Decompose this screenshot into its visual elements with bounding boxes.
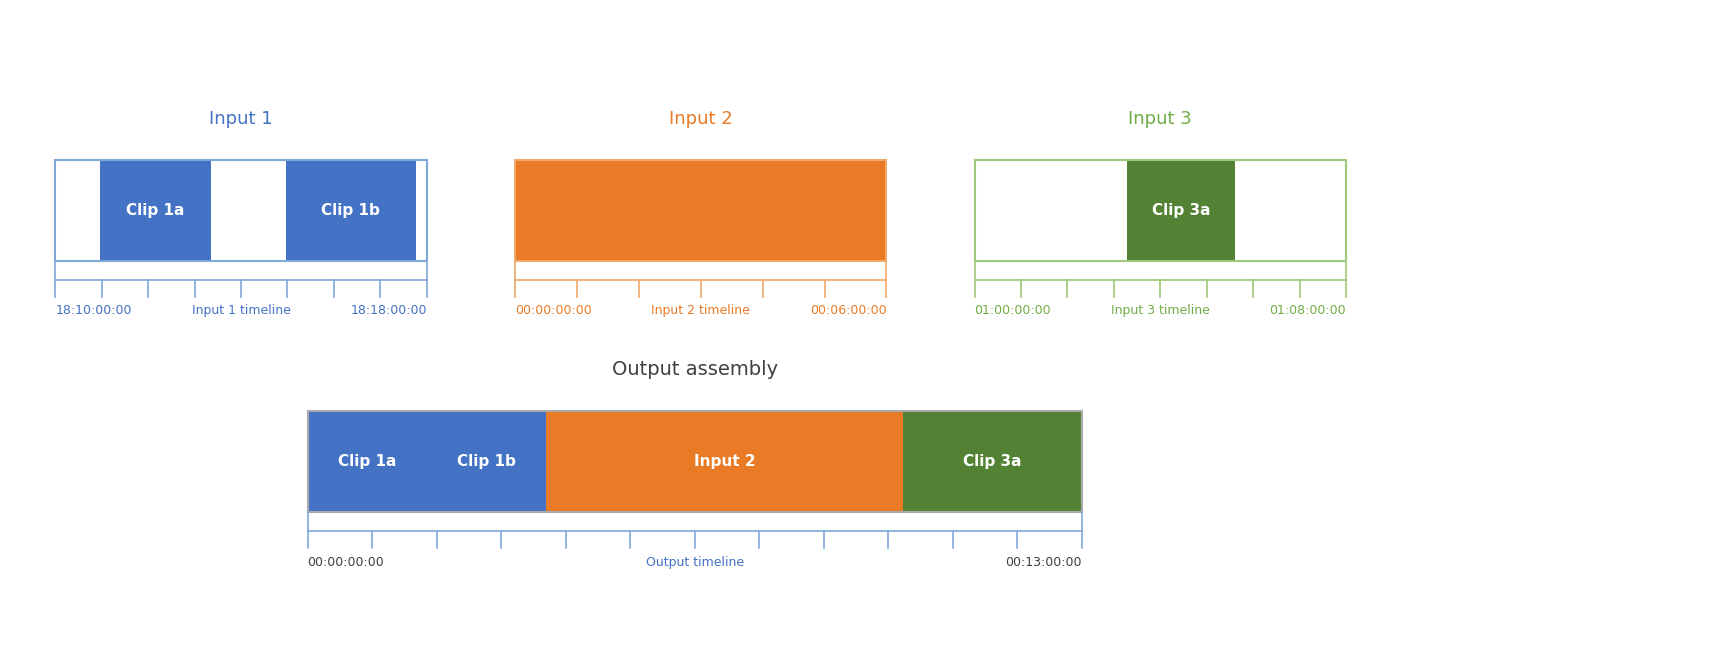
Text: Input 1: Input 1 <box>209 110 273 128</box>
Text: Clip 1a: Clip 1a <box>126 203 185 218</box>
Bar <box>515 160 886 261</box>
Bar <box>546 411 904 512</box>
Bar <box>100 160 211 261</box>
Text: Clip 3a: Clip 3a <box>1151 203 1210 218</box>
Text: Clip 1b: Clip 1b <box>321 203 380 218</box>
Text: Clip 3a: Clip 3a <box>962 454 1021 469</box>
Bar <box>308 411 427 512</box>
Text: Input 3 timeline: Input 3 timeline <box>1111 304 1210 318</box>
Text: Input 2 timeline: Input 2 timeline <box>651 304 750 318</box>
Bar <box>55 160 427 261</box>
Bar <box>515 160 886 261</box>
Text: Output assembly: Output assembly <box>612 361 778 379</box>
Text: Clip 1b: Clip 1b <box>456 454 517 469</box>
Text: Input 2: Input 2 <box>693 454 755 469</box>
Bar <box>308 411 1082 512</box>
Text: 00:06:00:00: 00:06:00:00 <box>810 304 886 318</box>
Text: 01:00:00:00: 01:00:00:00 <box>975 304 1051 318</box>
Text: 18:18:00:00: 18:18:00:00 <box>351 304 427 318</box>
Text: Input 2: Input 2 <box>669 110 733 128</box>
Bar <box>515 160 886 261</box>
Bar <box>55 160 427 261</box>
Bar <box>285 160 416 261</box>
Text: 00:00:00:00: 00:00:00:00 <box>515 304 591 318</box>
Text: 18:10:00:00: 18:10:00:00 <box>55 304 131 318</box>
Text: Output timeline: Output timeline <box>646 556 743 569</box>
Bar <box>904 411 1082 512</box>
Text: 01:08:00:00: 01:08:00:00 <box>1270 304 1346 318</box>
Bar <box>975 160 1346 261</box>
Text: 00:13:00:00: 00:13:00:00 <box>1006 556 1082 569</box>
Text: 00:00:00:00: 00:00:00:00 <box>308 556 384 569</box>
Text: Input 1 timeline: Input 1 timeline <box>192 304 290 318</box>
Bar <box>308 411 1082 512</box>
Bar <box>975 160 1346 261</box>
Text: Clip 1a: Clip 1a <box>339 454 396 469</box>
Bar <box>427 411 546 512</box>
Text: Input 3: Input 3 <box>1128 110 1192 128</box>
Bar <box>1127 160 1234 261</box>
